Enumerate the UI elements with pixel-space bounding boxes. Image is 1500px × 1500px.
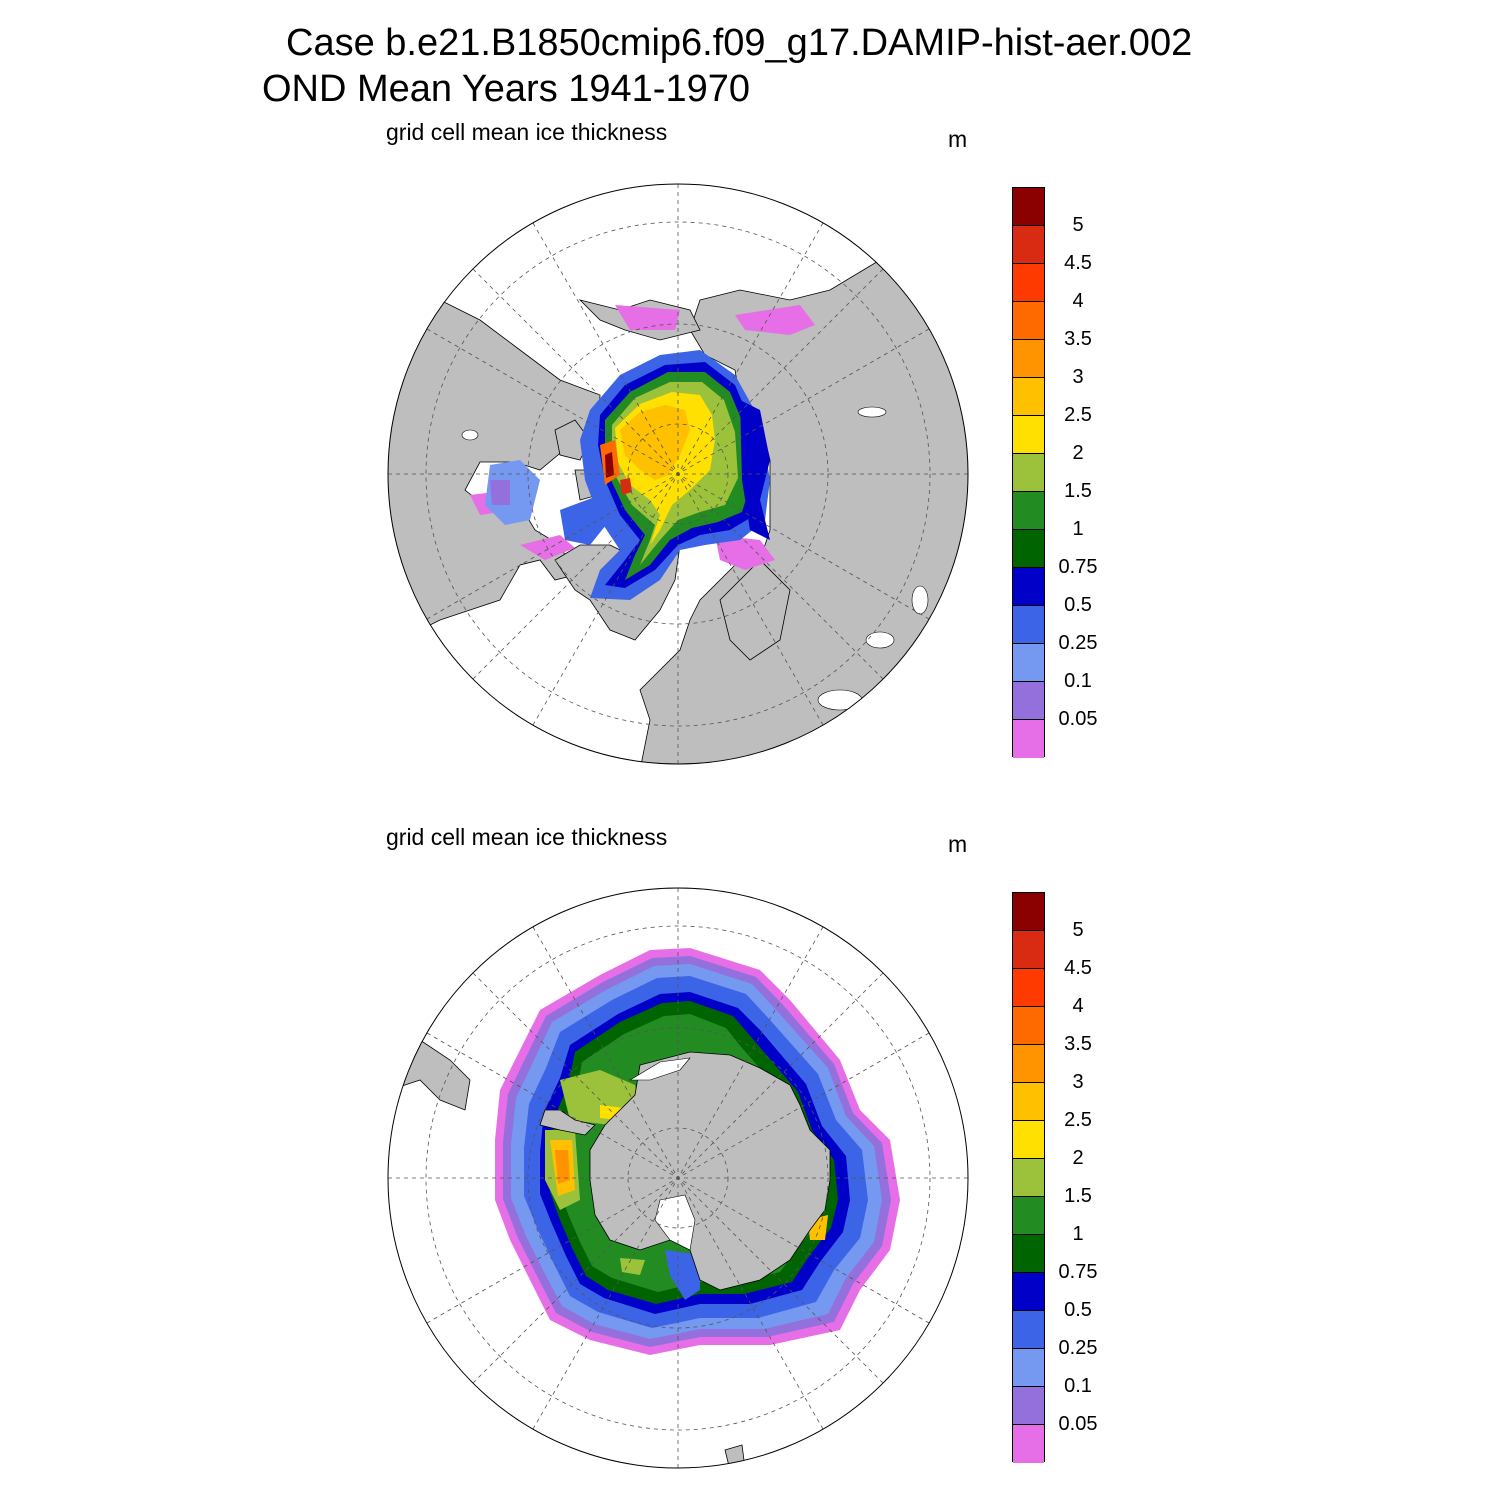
colorbar-segment <box>1013 492 1044 530</box>
colorbar-tick-label: 0.25 <box>1058 632 1098 654</box>
colorbar-tick-label: 3.5 <box>1064 1033 1092 1055</box>
figure-title-line1: Case b.e21.B1850cmip6.f09_g17.DAMIP-hist… <box>286 22 1193 64</box>
colorbar-segment <box>1013 568 1044 606</box>
colorbar-tick-label: 5 <box>1072 214 1084 236</box>
colorbar-tick-label: 0.1 <box>1064 670 1092 692</box>
colorbar-tick-label: 1.5 <box>1064 1185 1092 1207</box>
colorbar-tick-label: 1.5 <box>1064 480 1092 502</box>
north-map-border <box>387 183 969 765</box>
colorbar-tick-label: 0.05 <box>1058 1413 1098 1435</box>
colorbar-segment <box>1013 264 1044 302</box>
colorbar-segment <box>1013 931 1044 969</box>
colorbar-segment <box>1013 1235 1044 1273</box>
colorbar-segment <box>1013 454 1044 492</box>
colorbar-tick-label: 0.5 <box>1064 594 1092 616</box>
colorbar-tick-label: 4 <box>1072 290 1084 312</box>
colorbar-segment <box>1013 720 1044 758</box>
north-colorbar <box>1012 187 1045 758</box>
south-map-border <box>387 887 969 1469</box>
colorbar-segment <box>1013 1121 1044 1159</box>
colorbar-tick-label: 3.5 <box>1064 328 1092 350</box>
colorbar-segment <box>1013 1349 1044 1387</box>
colorbar-tick-label: 2 <box>1072 1147 1084 1169</box>
colorbar-segment <box>1013 530 1044 568</box>
colorbar-tick-label: 0.75 <box>1058 1261 1098 1283</box>
colorbar-segment <box>1013 1045 1044 1083</box>
north-panel-units: m <box>948 126 968 152</box>
colorbar-segment <box>1013 302 1044 340</box>
colorbar-tick-label: 1 <box>1072 1223 1084 1245</box>
colorbar-segment <box>1013 188 1044 226</box>
colorbar-tick-label: 0.5 <box>1064 1299 1092 1321</box>
north-graticule <box>388 184 968 764</box>
colorbar-tick-label: 2.5 <box>1064 404 1092 426</box>
colorbar-tick-label: 4.5 <box>1064 252 1092 274</box>
colorbar-tick-label: 0.75 <box>1058 556 1098 578</box>
colorbar-segment <box>1013 1159 1044 1197</box>
colorbar-tick-label: 3 <box>1072 366 1084 388</box>
colorbar-segment <box>1013 893 1044 931</box>
colorbar-segment <box>1013 1311 1044 1349</box>
colorbar-segment <box>1013 606 1044 644</box>
north-sea-ice <box>470 305 815 600</box>
colorbar-segment <box>1013 1007 1044 1045</box>
south-graticule <box>388 888 968 1468</box>
south-polar-map <box>387 887 969 1469</box>
south-panel-units: m <box>948 831 968 857</box>
colorbar-tick-label: 4 <box>1072 995 1084 1017</box>
colorbar-segment <box>1013 378 1044 416</box>
colorbar-segment <box>1013 1387 1044 1425</box>
colorbar-segment <box>1013 1083 1044 1121</box>
colorbar-tick-label: 0.05 <box>1058 708 1098 730</box>
colorbar-segment <box>1013 226 1044 264</box>
south-panel-variable: grid cell mean ice thickness <box>386 824 668 850</box>
figure-title-line2: OND Mean Years 1941-1970 <box>262 68 750 110</box>
colorbar-tick-label: 4.5 <box>1064 957 1092 979</box>
colorbar-segment <box>1013 682 1044 720</box>
colorbar-segment <box>1013 1273 1044 1311</box>
north-polar-map <box>387 183 969 765</box>
colorbar-tick-label: 2 <box>1072 442 1084 464</box>
south-colorbar <box>1012 892 1045 1463</box>
colorbar-tick-label: 0.1 <box>1064 1375 1092 1397</box>
north-panel-variable: grid cell mean ice thickness <box>386 119 668 145</box>
colorbar-tick-label: 1 <box>1072 518 1084 540</box>
colorbar-tick-label: 3 <box>1072 1071 1084 1093</box>
colorbar-segment <box>1013 644 1044 682</box>
antarctica-land <box>589 1051 831 1291</box>
colorbar-tick-label: 5 <box>1072 919 1084 941</box>
colorbar-tick-label: 0.25 <box>1058 1337 1098 1359</box>
colorbar-tick-label: 2.5 <box>1064 1109 1092 1131</box>
colorbar-segment <box>1013 1197 1044 1235</box>
colorbar-segment <box>1013 340 1044 378</box>
colorbar-segment <box>1013 969 1044 1007</box>
colorbar-segment <box>1013 416 1044 454</box>
colorbar-segment <box>1013 1425 1044 1463</box>
